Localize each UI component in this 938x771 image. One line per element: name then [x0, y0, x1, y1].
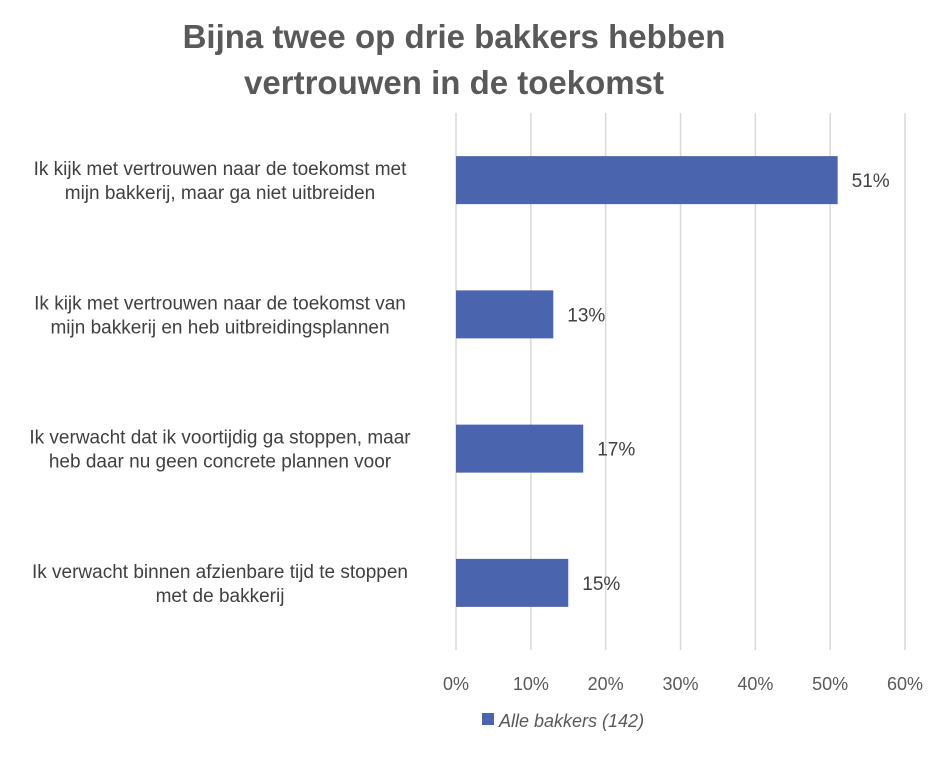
x-tick-label: 30% [662, 674, 698, 694]
legend-swatch [482, 713, 494, 725]
category-labels: Ik kijk met vertrouwen naar de toekomst … [29, 159, 411, 607]
chart-title-line-2: vertrouwen in de toekomst [244, 64, 664, 101]
legend-label: Alle bakkers (142) [498, 711, 644, 731]
category-label: met de bakkerij [156, 586, 285, 607]
data-label: 15% [582, 574, 620, 595]
x-tick-label: 20% [588, 674, 624, 694]
x-tick-label: 40% [737, 674, 773, 694]
data-label: 17% [597, 440, 635, 461]
data-label: 13% [567, 305, 605, 326]
x-axis-tick-labels: 0% 10% 20% 30% 40% 50% 60% [443, 674, 923, 694]
category-label: Ik verwacht dat ik voortijdig ga stoppen… [29, 428, 411, 449]
chart-title-line-1: Bijna twee op drie bakkers hebben [182, 18, 726, 55]
category-label: mijn bakkerij, maar ga niet uitbreiden [65, 183, 376, 204]
bars [456, 156, 838, 607]
x-tick-label: 10% [513, 674, 549, 694]
chart-title: Bijna twee op drie bakkers hebben vertro… [0, 14, 908, 106]
x-tick-label: 60% [887, 674, 923, 694]
category-label: heb daar nu geen concrete plannen voor [49, 452, 392, 473]
category-label: Ik kijk met vertrouwen naar de toekomst … [34, 293, 406, 314]
bar [456, 424, 584, 473]
category-label: mijn bakkerij en heb uitbreidingsplannen [50, 317, 389, 338]
legend: Alle bakkers (142) [482, 711, 644, 731]
data-label: 51% [852, 171, 890, 192]
x-tick-label: 0% [443, 674, 469, 694]
bar [456, 290, 554, 339]
data-labels: 51% 13% 17% 15% [567, 171, 890, 595]
category-label: Ik kijk met vertrouwen naar de toekomst … [34, 159, 407, 180]
bar [456, 558, 569, 607]
category-label: Ik verwacht binnen afzienbare tijd te st… [32, 562, 408, 583]
x-tick-label: 50% [812, 674, 848, 694]
bar [456, 156, 838, 205]
